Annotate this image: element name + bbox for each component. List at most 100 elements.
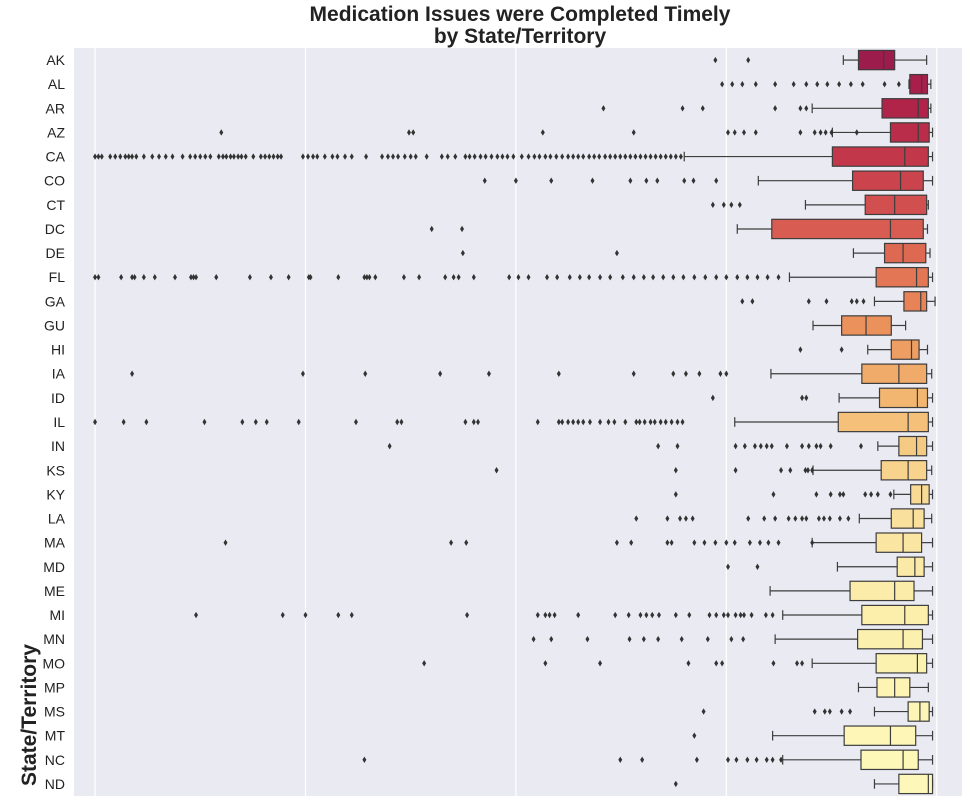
- outlier-ms-0: [701, 708, 706, 715]
- outlier-mi-21: [721, 611, 726, 619]
- outlier-fl-33: [567, 274, 572, 281]
- outlier-ky-6: [863, 491, 868, 498]
- outlier-ma-9: [713, 539, 718, 546]
- box-md: [896, 556, 925, 578]
- outlier-nc-8: [764, 756, 769, 764]
- outlier-ca-63: [495, 153, 500, 160]
- outlier-mi-5: [465, 611, 470, 619]
- outlier-ca-4: [113, 153, 118, 160]
- outlier-il-13: [476, 418, 481, 426]
- outlier-ca-87: [628, 153, 633, 160]
- outlier-ca-0: [93, 153, 98, 160]
- outlier-nc-6: [745, 756, 750, 764]
- y-tick-label-mn: MN: [43, 631, 65, 647]
- outlier-il-15: [556, 418, 561, 426]
- outlier-in-12: [814, 442, 819, 450]
- outlier-ca-21: [216, 153, 221, 160]
- outlier-ca-83: [608, 153, 613, 160]
- outlier-il-3: [202, 418, 207, 426]
- outlier-ma-8: [702, 539, 707, 546]
- outlier-md-1: [755, 563, 760, 570]
- outlier-co-2: [549, 177, 554, 184]
- outlier-ca-9: [134, 153, 139, 160]
- chart-title-line-2: by State/Territory: [433, 25, 607, 48]
- outlier-az-12: [823, 129, 828, 136]
- outlier-ga-3: [824, 298, 829, 305]
- outlier-fl-8: [189, 274, 193, 281]
- outlier-ca-37: [306, 153, 310, 160]
- outlier-ak-0: [713, 56, 718, 64]
- outlier-ca-3: [108, 153, 113, 160]
- outlier-ct-2: [729, 201, 734, 209]
- outlier-ca-74: [560, 153, 565, 160]
- outlier-ca-47: [385, 153, 390, 160]
- outlier-ia-9: [697, 370, 702, 377]
- outlier-mi-11: [613, 611, 618, 619]
- outlier-ct-1: [721, 201, 726, 209]
- outlier-az-10: [812, 129, 817, 136]
- outlier-ca-48: [391, 153, 395, 160]
- outlier-mn-8: [729, 635, 734, 643]
- outlier-ca-62: [489, 153, 494, 160]
- outlier-nc-5: [734, 756, 739, 764]
- outlier-co-4: [628, 177, 633, 184]
- outlier-ca-24: [228, 153, 233, 160]
- outlier-ks-7: [810, 467, 815, 474]
- outlier-mn-5: [656, 635, 661, 643]
- outlier-ks-0: [494, 467, 499, 474]
- outlier-fl-47: [714, 274, 719, 281]
- outlier-ia-5: [556, 370, 561, 377]
- outlier-co-8: [691, 177, 696, 184]
- outlier-mi-0: [194, 611, 199, 619]
- outlier-ca-45: [364, 153, 369, 160]
- y-tick-label-id: ID: [51, 390, 65, 406]
- outlier-fl-45: [692, 274, 697, 281]
- outlier-ca-53: [424, 153, 429, 160]
- y-tick-label-nd: ND: [45, 776, 65, 792]
- outlier-la-4: [690, 515, 695, 522]
- outlier-nc-0: [362, 756, 367, 764]
- outlier-la-13: [821, 515, 826, 522]
- outlier-mo-6: [771, 660, 776, 667]
- outlier-fl-28: [507, 274, 512, 281]
- outlier-ca-43: [343, 153, 348, 160]
- outlier-de-0: [460, 249, 465, 257]
- box-hi: [890, 339, 920, 360]
- box-ma: [875, 532, 923, 553]
- outlier-az-1: [407, 129, 411, 136]
- outlier-mn-0: [531, 635, 536, 643]
- outlier-ca-8: [130, 153, 135, 160]
- outlier-az-2: [411, 129, 416, 136]
- outlier-ca-90: [643, 153, 648, 160]
- outlier-ca-41: [330, 153, 335, 160]
- outlier-mi-27: [763, 611, 768, 619]
- outlier-ca-16: [188, 153, 193, 160]
- box-in: [898, 435, 928, 457]
- outlier-ky-4: [837, 491, 842, 498]
- outlier-mn-6: [679, 635, 684, 643]
- outlier-ca-91: [648, 153, 653, 160]
- outlier-mi-23: [733, 611, 738, 619]
- box-ks: [880, 460, 928, 481]
- outlier-ca-88: [633, 153, 638, 160]
- outlier-mi-14: [644, 611, 649, 619]
- outlier-fl-0: [93, 274, 98, 281]
- outlier-ca-78: [581, 153, 586, 160]
- outlier-mn-9: [741, 635, 746, 643]
- outlier-ca-46: [380, 153, 385, 160]
- outlier-ky-9: [888, 491, 893, 498]
- outlier-fl-38: [620, 274, 625, 281]
- outlier-ar-5: [804, 105, 809, 112]
- outlier-ma-7: [692, 539, 697, 546]
- y-tick-label-ms: MS: [44, 704, 65, 720]
- outlier-ca-69: [532, 153, 537, 160]
- outlier-ga-6: [861, 298, 866, 305]
- outlier-mo-0: [422, 660, 427, 667]
- outlier-nc-7: [754, 756, 759, 764]
- outlier-mn-7: [705, 635, 710, 643]
- outlier-fl-14: [286, 274, 291, 281]
- outlier-fl-5: [141, 274, 146, 281]
- outlier-ca-68: [526, 153, 531, 160]
- outlier-ia-11: [724, 370, 729, 377]
- y-tick-label-dc: DC: [45, 221, 65, 237]
